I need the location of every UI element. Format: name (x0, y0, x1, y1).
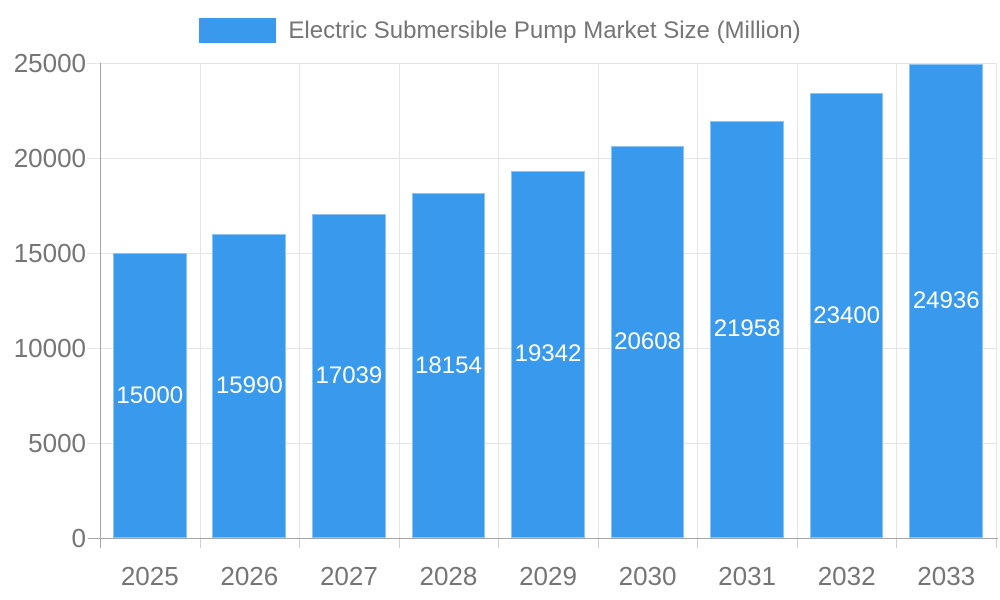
bar-2032[interactable]: 23400 (809, 93, 884, 538)
bar-value-label: 18154 (415, 351, 482, 379)
bar-value-label: 20608 (614, 328, 681, 356)
x-axis-tick (697, 538, 699, 548)
bar-2033[interactable]: 24936 (909, 64, 984, 538)
x-axis-label-2030: 2030 (618, 561, 677, 591)
x-gridline (199, 63, 201, 538)
x-axis-labels: 2025 2026 2027 2028 2029 2030 2031 2032 2033 (100, 556, 996, 596)
bar-value-label: 15990 (215, 372, 283, 400)
x-gridline (597, 63, 599, 538)
x-axis-tick (498, 538, 500, 548)
x-gridline (299, 63, 301, 538)
x-axis-tick (896, 538, 898, 548)
y-axis-label: 25000 (13, 48, 86, 78)
x-axis-label-2033: 2033 (917, 561, 976, 591)
plot-area: 15000 15990 17039 18154 19342 20608 21958 23400… (87, 63, 997, 548)
x-axis-line (88, 538, 998, 539)
y-axis-line (100, 63, 101, 548)
x-gridline (697, 63, 699, 538)
bar-2026[interactable]: 15990 (212, 234, 287, 538)
bar-value-label: 19342 (514, 340, 582, 368)
bar-2031[interactable]: 21958 (710, 120, 784, 538)
y-axis-label: 0 (71, 523, 86, 553)
x-axis-label-2031: 2031 (718, 561, 777, 591)
bar-2029[interactable]: 19342 (511, 170, 585, 538)
bar-value-label: 24936 (912, 287, 980, 315)
x-gridline (896, 63, 898, 538)
legend-swatch[interactable] (199, 18, 277, 43)
y-axis-labels: 0 5000 10000 15000 20000 25000 (0, 50, 86, 551)
y-axis-label: 20000 (13, 143, 86, 173)
x-axis-tick (398, 538, 400, 548)
x-axis-tick (199, 538, 201, 548)
y-gridline (87, 63, 996, 64)
x-axis-label-2028: 2028 (419, 561, 478, 591)
x-axis-label-2027: 2027 (319, 561, 378, 591)
x-gridline (498, 63, 500, 538)
x-axis-label-2025: 2025 (120, 561, 179, 591)
legend: Electric Submersible Pump Market Size (M… (0, 18, 1000, 43)
bar-value-label: 17039 (315, 362, 383, 390)
bar-2027[interactable]: 17039 (312, 214, 386, 538)
x-axis-label-2032: 2032 (817, 561, 876, 591)
x-gridline (796, 63, 798, 538)
bar-2028[interactable]: 18154 (411, 193, 486, 538)
x-axis-label-2029: 2029 (519, 561, 577, 591)
bar-value-label: 21958 (713, 315, 781, 343)
x-axis-tick (299, 538, 301, 548)
x-gridline (398, 63, 400, 538)
x-axis-label-2026: 2026 (220, 561, 279, 591)
bar-2025[interactable]: 15000 (112, 253, 187, 538)
x-gridline (996, 63, 997, 538)
y-gridline (87, 158, 996, 159)
y-axis-label: 5000 (28, 428, 86, 458)
x-axis-tick (796, 538, 798, 548)
chart-title[interactable]: Electric Submersible Pump Market Size (M… (288, 17, 801, 44)
x-axis-tick (597, 538, 599, 548)
y-axis-label: 15000 (13, 238, 86, 268)
bar-value-label: 15000 (116, 381, 184, 409)
bars-layer: 15000 15990 17039 18154 19342 20608 21958 23400… (100, 63, 996, 538)
bar-2030[interactable]: 20608 (610, 146, 685, 538)
y-axis-label: 10000 (13, 333, 86, 363)
bar-value-label: 23400 (813, 301, 881, 329)
x-axis-tick (996, 538, 997, 548)
